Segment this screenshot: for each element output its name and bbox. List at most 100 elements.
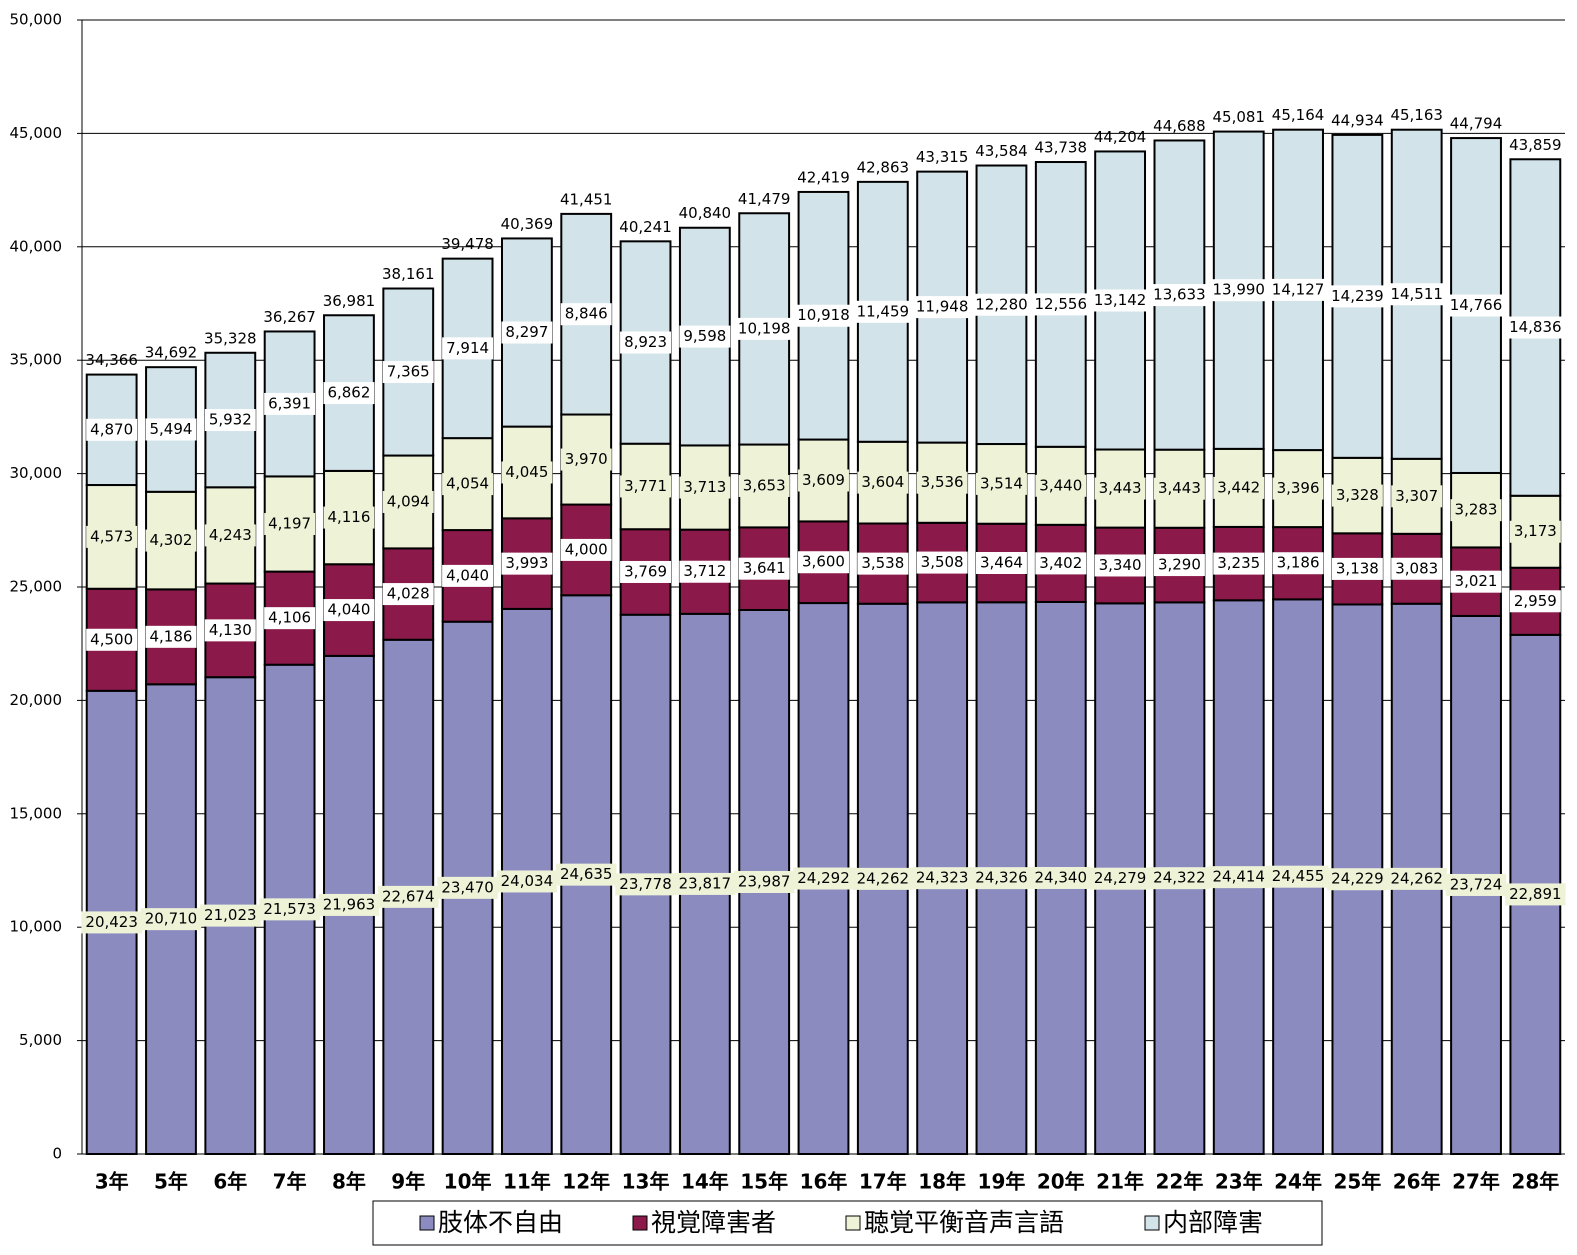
data-label: 24,262 [1390,869,1443,887]
data-label: 3,340 [1099,556,1142,574]
data-label: 6,862 [327,384,370,402]
data-label-bg [1331,557,1383,580]
data-label-bg [1089,867,1151,890]
total-label: 45,081 [1212,108,1265,126]
total-label: 34,366 [85,351,138,369]
data-label-bg [382,490,434,513]
legend-swatch [632,1215,648,1231]
data-label: 21,963 [323,895,376,913]
data-label-bg [1445,873,1507,896]
data-label-bg [318,893,380,916]
data-label: 3,442 [1217,478,1260,496]
data-label: 24,229 [1331,870,1384,888]
data-label: 12,280 [975,295,1028,313]
data-label: 3,609 [802,471,845,489]
data-label-bg [1149,284,1210,307]
total-label: 34,692 [145,344,198,362]
data-label-bg [1391,557,1443,580]
data-label-bg [1450,499,1502,522]
data-label: 3,328 [1336,486,1379,504]
total-label: 43,738 [1035,139,1088,157]
total-label: 45,163 [1390,106,1443,124]
total-label: 44,204 [1094,128,1147,146]
data-label: 3,538 [861,554,904,572]
total-label: 43,584 [975,142,1028,160]
data-label: 4,040 [327,601,370,619]
x-tick-label: 15年 [740,1170,788,1194]
data-label-bg [86,628,138,651]
data-label: 11,459 [857,302,910,320]
total-label: 35,328 [204,329,257,347]
data-label: 4,094 [387,492,430,510]
data-label-bg [916,471,968,494]
data-label: 3,771 [624,477,667,495]
data-label: 24,262 [857,869,910,887]
data-label: 5,494 [150,420,193,438]
data-label: 3,641 [743,559,786,577]
y-tick-label: 0 [52,1145,62,1163]
data-label-bg [1094,477,1146,500]
legend-label: 聴覚平衡音声言語 [864,1208,1064,1237]
data-label-bg [1272,552,1324,575]
y-tick-label: 25,000 [10,578,63,596]
data-label: 4,000 [565,540,608,558]
data-label: 10,918 [797,306,850,324]
data-label-bg [264,392,316,415]
data-label-bg [501,321,553,344]
y-tick-label: 50,000 [10,11,63,29]
total-label: 42,863 [857,158,910,176]
data-label-bg [323,382,375,405]
data-label: 3,235 [1217,554,1260,572]
data-label: 13,633 [1153,286,1206,304]
data-label-bg [738,557,790,580]
legend-label: 肢体不自由 [438,1208,563,1237]
data-label: 3,396 [1277,479,1320,497]
data-label-bg [200,904,261,927]
bars [85,128,1562,1155]
data-label: 4,186 [150,627,193,645]
data-label: 4,130 [209,621,252,639]
data-label: 24,340 [1035,868,1088,886]
data-label: 3,536 [921,473,964,491]
data-label-bg [674,872,736,895]
x-tick-label: 10年 [444,1170,492,1194]
data-label-bg [620,331,672,354]
data-label-bg [1509,590,1561,613]
data-label: 24,292 [797,869,850,887]
total-label: 45,164 [1272,106,1325,124]
data-label: 3,138 [1336,559,1379,577]
data-label: 3,173 [1514,522,1557,540]
data-label: 23,817 [679,874,732,892]
total-label: 43,315 [916,148,969,166]
data-label-bg [1267,865,1329,888]
data-label-bg [1208,866,1269,889]
data-label-bg [975,552,1027,575]
data-label-bg [382,583,434,606]
data-label-bg [1450,570,1502,593]
data-label: 3,307 [1395,487,1438,505]
data-label-bg [1030,293,1092,316]
data-label-bg [501,461,553,484]
data-label-bg [145,529,197,552]
data-label: 3,713 [683,478,726,496]
data-label-bg [1386,867,1447,890]
legend-swatch [419,1215,435,1231]
x-tick-label: 6年 [213,1170,247,1194]
data-label-bg [560,303,612,326]
data-label: 4,302 [150,531,193,549]
data-label: 14,836 [1509,318,1562,336]
total-label: 44,688 [1153,117,1206,135]
data-label-bg [442,473,494,496]
data-label: 24,323 [916,869,969,887]
x-tick-label: 8年 [332,1170,366,1194]
data-label: 8,297 [505,323,548,341]
data-label: 23,987 [738,872,791,890]
data-label-bg [382,361,434,384]
data-label-bg [971,293,1032,316]
x-tick-label: 13年 [622,1170,670,1194]
data-label: 4,500 [90,630,133,648]
data-label-bg [798,551,849,574]
total-label: 42,419 [797,168,850,186]
data-label: 3,443 [1158,479,1201,497]
data-label-bg [204,524,256,547]
